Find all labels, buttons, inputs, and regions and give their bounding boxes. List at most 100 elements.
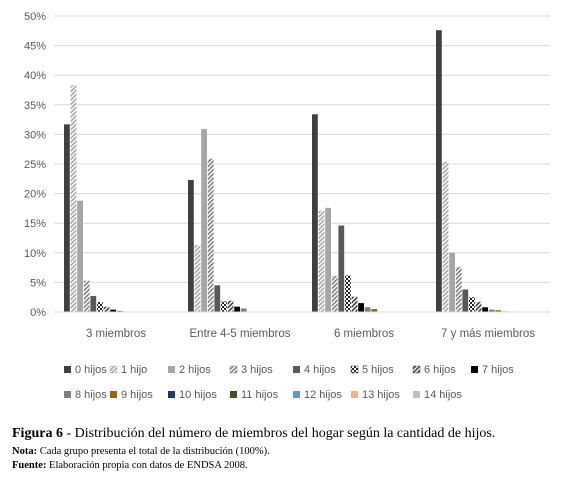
legend-label: 1 hijo bbox=[121, 364, 147, 376]
bar bbox=[325, 207, 331, 312]
legend-swatch bbox=[471, 366, 478, 373]
legend-label: 7 hijos bbox=[482, 364, 514, 376]
bar bbox=[331, 275, 338, 312]
bar bbox=[318, 210, 325, 312]
legend-swatch bbox=[413, 391, 420, 398]
bar bbox=[436, 30, 442, 312]
legend-swatch bbox=[412, 365, 421, 374]
legend-item: 4 hijos bbox=[293, 364, 336, 376]
bar bbox=[371, 309, 378, 312]
legend-label: 13 hijos bbox=[362, 389, 400, 401]
legend-item: 0 hijos bbox=[64, 364, 107, 376]
bar bbox=[462, 289, 469, 312]
category-group bbox=[64, 85, 123, 312]
legend-label: 2 hijos bbox=[179, 364, 211, 376]
bar bbox=[312, 114, 318, 312]
bar bbox=[227, 300, 234, 312]
legend-label: 0 hijos bbox=[75, 364, 107, 376]
legend-label: 14 hijos bbox=[424, 389, 462, 401]
bar bbox=[90, 296, 97, 312]
bar bbox=[449, 252, 455, 312]
bar bbox=[110, 309, 116, 312]
legend-label: 3 hijos bbox=[241, 364, 273, 376]
legend-swatch bbox=[351, 391, 358, 398]
legend-label: 8 hijos bbox=[75, 389, 107, 401]
legend: 0 hijos 1 hijo 2 hijos 3 hijos 4 hijos 5 hijo… bbox=[64, 364, 514, 401]
y-tick-label: 5% bbox=[30, 277, 46, 289]
legend-swatch bbox=[64, 391, 71, 398]
legend-swatch bbox=[168, 391, 175, 398]
legend-label: 10 hijos bbox=[179, 389, 217, 401]
y-tick-label: 35% bbox=[24, 100, 46, 112]
legend-label: 4 hijos bbox=[304, 364, 336, 376]
y-tick-label: 20% bbox=[24, 189, 46, 201]
bar bbox=[442, 161, 449, 312]
x-tick-label: 7 y más miembros bbox=[441, 328, 535, 340]
legend-swatch bbox=[229, 365, 238, 374]
y-tick-label: 0% bbox=[30, 307, 46, 319]
y-tick-label: 25% bbox=[24, 159, 46, 171]
legend-swatch bbox=[230, 391, 237, 398]
legend-item: 9 hijos bbox=[110, 389, 153, 401]
legend-item: 11 hijos bbox=[230, 389, 279, 401]
legend-item: 1 hijo bbox=[109, 364, 147, 376]
y-tick-label: 30% bbox=[24, 129, 46, 141]
legend-swatch bbox=[293, 366, 300, 373]
bar bbox=[64, 124, 70, 312]
legend-item: 8 hijos bbox=[64, 389, 107, 401]
bar bbox=[475, 301, 482, 312]
bar bbox=[83, 280, 90, 312]
legend-label: 9 hijos bbox=[121, 389, 153, 401]
gridlines bbox=[54, 15, 550, 283]
bar bbox=[488, 309, 495, 312]
category-group bbox=[312, 114, 378, 312]
legend-item: 10 hijos bbox=[168, 389, 217, 401]
legend-swatch bbox=[168, 366, 175, 373]
bar bbox=[351, 296, 358, 312]
figure-caption: Figura 6 - Distribución del número de mi… bbox=[12, 426, 495, 442]
bar bbox=[188, 179, 194, 312]
legend-item: 7 hijos bbox=[471, 364, 514, 376]
y-tick-label: 45% bbox=[24, 41, 46, 53]
bar bbox=[358, 303, 364, 312]
y-tick-label: 50% bbox=[24, 11, 46, 23]
legend-item: 5 hijos bbox=[350, 364, 394, 376]
bar bbox=[214, 285, 221, 312]
bar bbox=[495, 310, 502, 312]
bar bbox=[482, 307, 488, 312]
legend-swatch bbox=[64, 366, 71, 373]
bar bbox=[77, 200, 83, 312]
figure-text: - Distribución del número de miembros de… bbox=[62, 426, 496, 441]
bars bbox=[64, 30, 508, 312]
note-label: Nota: bbox=[12, 446, 38, 457]
bar bbox=[221, 301, 227, 312]
bar bbox=[194, 245, 201, 312]
legend-swatch bbox=[350, 365, 359, 374]
note-caption: Nota: Cada grupo presenta el total de la… bbox=[12, 446, 270, 457]
bar bbox=[469, 297, 475, 312]
bar bbox=[338, 225, 345, 312]
bar bbox=[240, 308, 247, 312]
x-tick-label: 3 miembros bbox=[86, 328, 146, 340]
category-group bbox=[436, 30, 508, 312]
bar bbox=[201, 129, 207, 312]
legend-item: 14 hijos bbox=[413, 389, 462, 401]
bar bbox=[234, 306, 240, 312]
legend-label: 6 hijos bbox=[424, 364, 456, 376]
legend-label: 11 hijos bbox=[241, 389, 279, 401]
legend-swatch bbox=[110, 391, 117, 398]
bar bbox=[345, 275, 351, 312]
legend-item: 13 hijos bbox=[351, 389, 400, 401]
note-text: Cada grupo presenta el total de la distr… bbox=[37, 446, 270, 457]
bar bbox=[70, 85, 77, 312]
legend-item: 3 hijos bbox=[229, 364, 273, 376]
source-caption: Fuente: Elaboración propia con datos de … bbox=[12, 460, 248, 471]
bar bbox=[455, 267, 462, 312]
bar bbox=[103, 306, 110, 312]
bar bbox=[97, 301, 103, 312]
x-tick-label: Entre 4-5 miembros bbox=[190, 328, 291, 340]
legend-item: 2 hijos bbox=[168, 364, 211, 376]
y-tick-label: 10% bbox=[24, 248, 46, 260]
bar-chart: 0% 5% 10% 15% 20% 25% 30% 35% 40% 45% 50% 3 miembr… bbox=[24, 11, 550, 401]
y-axis-tick-labels: 0% 5% 10% 15% 20% 25% 30% 35% 40% 45% 50% bbox=[24, 11, 46, 319]
